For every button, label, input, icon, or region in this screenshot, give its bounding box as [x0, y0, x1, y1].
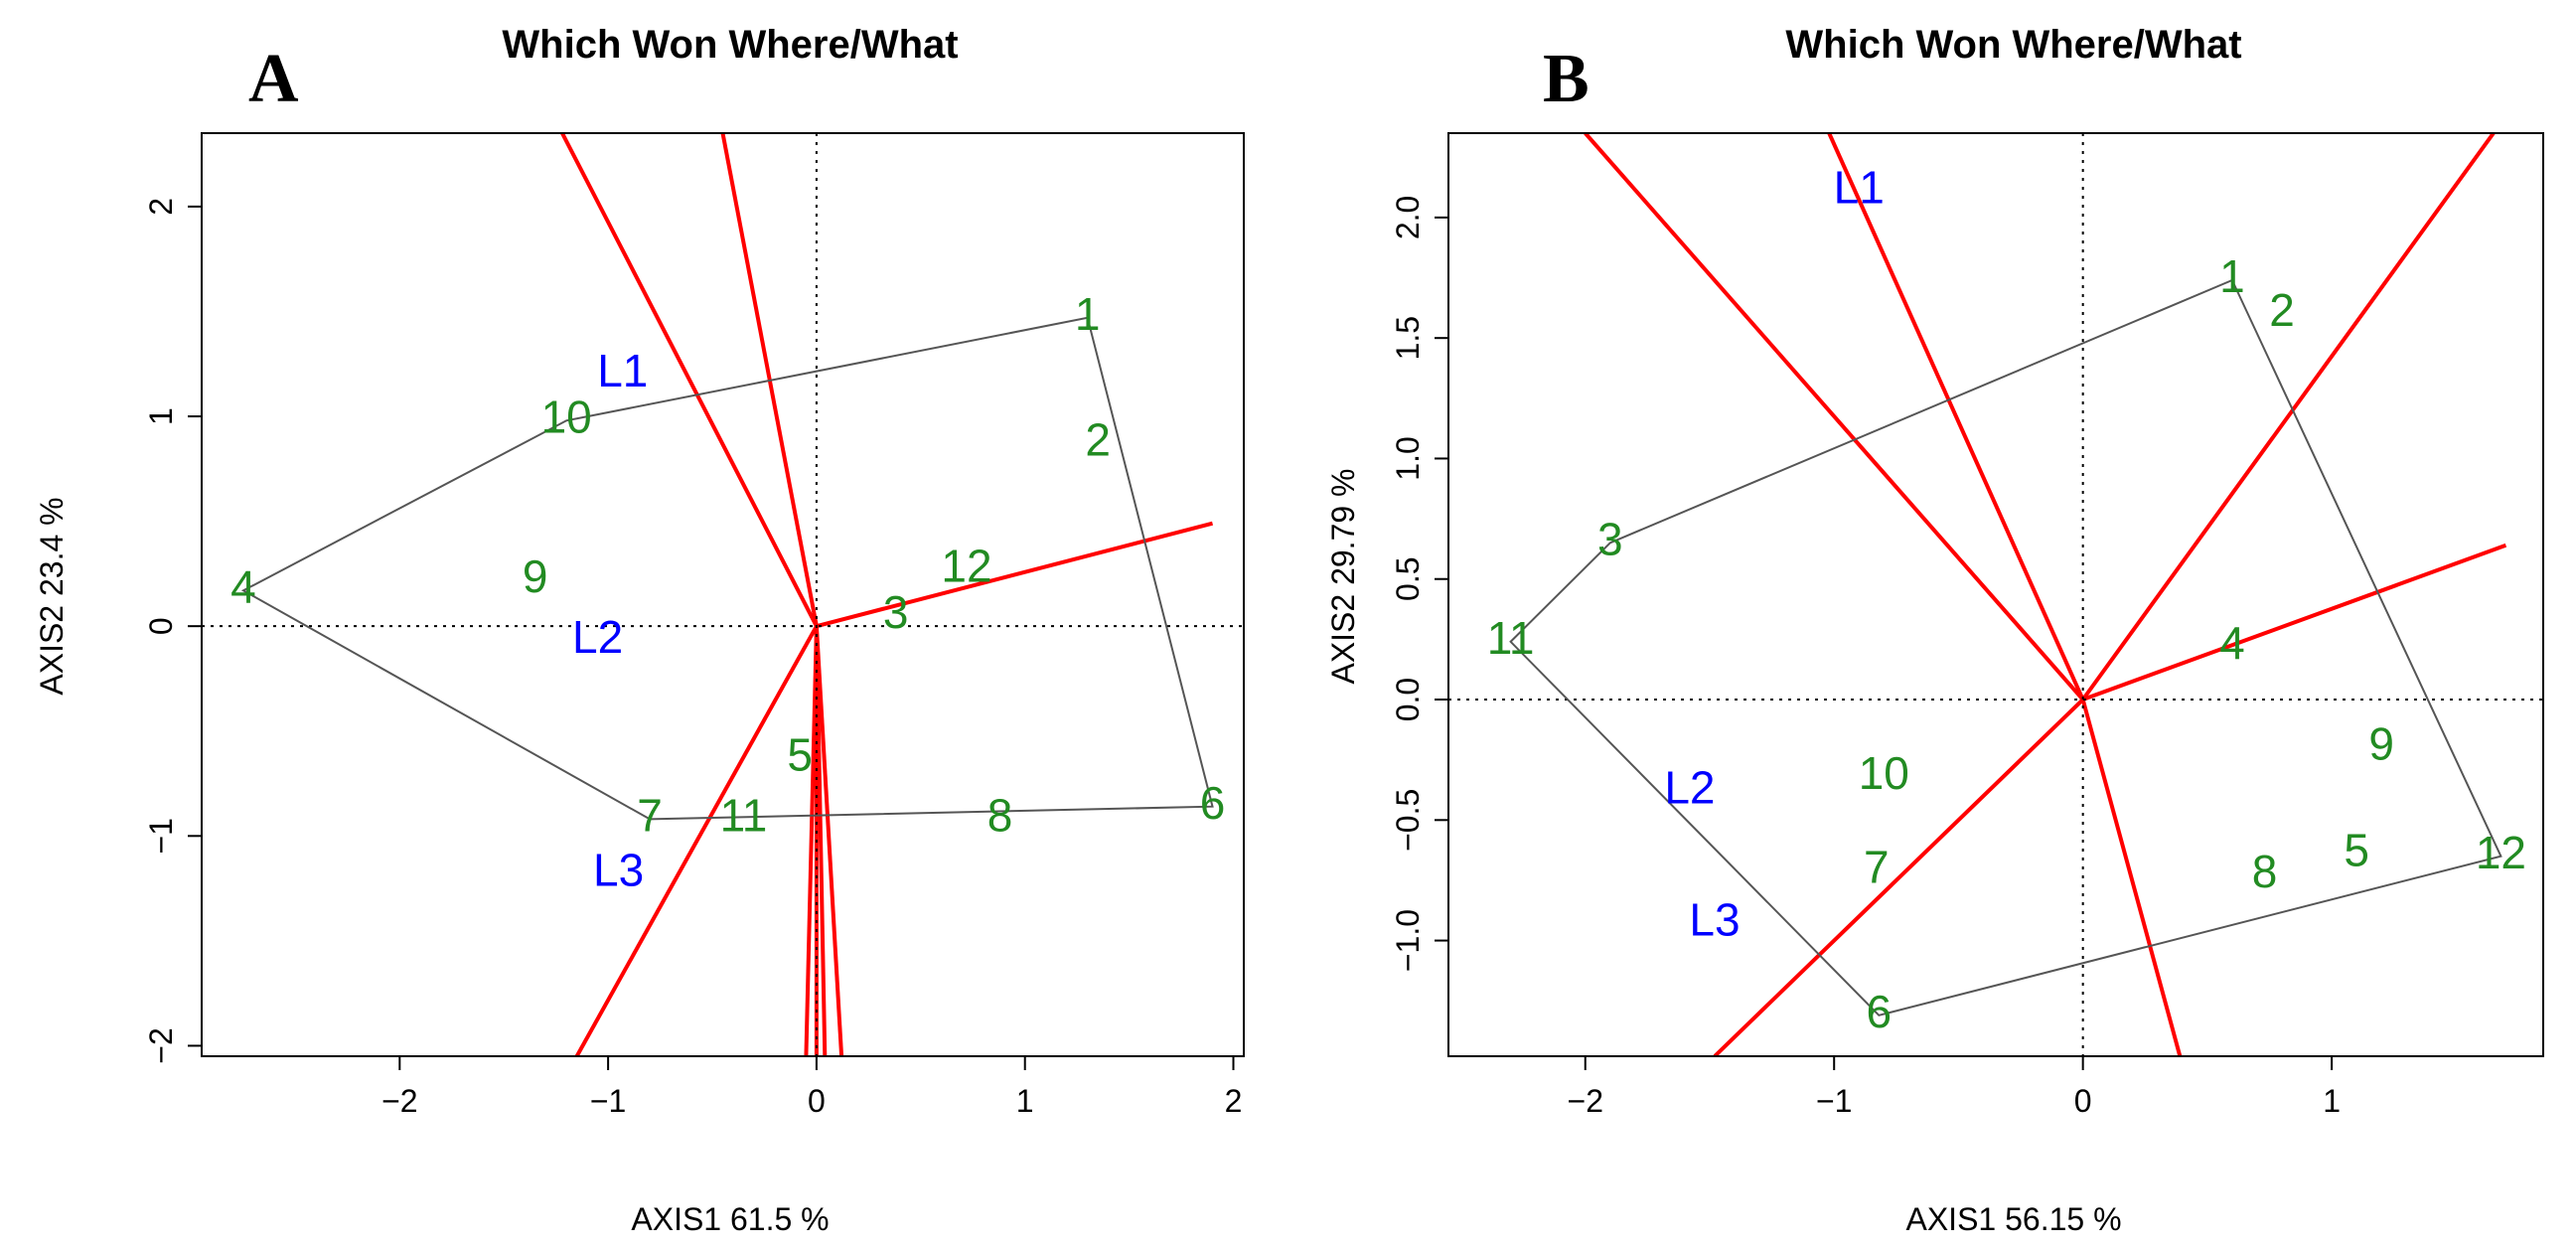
environment-label: L1: [1834, 161, 1885, 213]
y-tick-label: 0.0: [1390, 678, 1426, 721]
genotype-label: 5: [2344, 824, 2369, 875]
genotype-label: 9: [523, 550, 548, 602]
sector-ray: [1713, 698, 2085, 1056]
genotype-label: 3: [1597, 514, 1623, 565]
y-tick-label: −1.0: [1390, 909, 1426, 972]
panel-letter: A: [248, 41, 299, 117]
x-tick-label: 1: [2323, 1083, 2341, 1119]
sector-ray: [816, 521, 1214, 629]
genotype-label: 8: [987, 790, 1013, 842]
y-tick-label: 2: [143, 198, 179, 216]
sector-ray: [814, 626, 828, 1056]
x-tick-label: −2: [1568, 1083, 1603, 1119]
y-axis-label: AXIS2 29.79 %: [1325, 468, 1361, 684]
genotype-label: 4: [2219, 617, 2245, 669]
x-tick-label: 2: [1225, 1083, 1243, 1119]
x-tick-label: 0: [2074, 1083, 2092, 1119]
genotype-label: 12: [2476, 827, 2526, 878]
genotype-label: 11: [1487, 612, 1535, 664]
genotype-label: 1: [1075, 288, 1101, 340]
genotype-label: 7: [1864, 841, 1890, 892]
y-tick-label: 0.5: [1390, 556, 1426, 600]
panel-a-biplot: A Which Won Where/What AXIS1 61.5 % AXIS…: [34, 23, 1245, 1237]
environment-label: L1: [597, 345, 648, 396]
plot-frame: [201, 132, 1245, 1057]
convex-hull: [1509, 278, 2502, 1016]
sector-ray: [1827, 133, 2085, 701]
y-tick-label: 1: [143, 407, 179, 425]
y-tick-label: −2: [143, 1027, 179, 1063]
genotype-label: 2: [2269, 284, 2295, 336]
environment-label: L3: [1689, 894, 1740, 946]
genotype-label: 5: [787, 728, 813, 780]
sector-ray: [2081, 133, 2496, 702]
environment-label: L2: [572, 611, 623, 663]
y-tick-label: −1: [143, 818, 179, 854]
sector-ray: [574, 625, 819, 1056]
genotype-label: 3: [883, 586, 909, 638]
genotype-label: 8: [2252, 846, 2278, 897]
sector-ray: [1584, 133, 2085, 702]
environment-label: L3: [593, 844, 644, 895]
y-tick-label: 1.5: [1390, 316, 1426, 360]
y-tick-label: 1.0: [1390, 436, 1426, 480]
genotype-label: 12: [941, 540, 991, 591]
genotype-label: 2: [1085, 414, 1111, 466]
x-axis-label: AXIS1 61.5 %: [631, 1201, 829, 1237]
convex-hull: [240, 316, 1214, 821]
genotype-label: 7: [637, 790, 663, 842]
genotype-label: 10: [1859, 747, 1909, 799]
sector-ray: [2081, 543, 2507, 702]
y-axis-label: AXIS2 23.4 %: [34, 497, 70, 695]
panel-letter: B: [1543, 41, 1590, 117]
genotype-label: 6: [1200, 777, 1226, 829]
genotype-label: 1: [2219, 250, 2245, 302]
y-tick-label: 2.0: [1390, 196, 1426, 239]
genotype-label: 6: [1866, 986, 1892, 1037]
chart-title: Which Won Where/What: [1785, 23, 2241, 67]
genotype-label: 9: [2368, 718, 2394, 770]
chart-title: Which Won Where/What: [502, 23, 958, 67]
x-tick-label: −1: [1816, 1083, 1852, 1119]
x-tick-label: 1: [1016, 1083, 1034, 1119]
y-tick-label: 0: [143, 617, 179, 635]
environment-label: L2: [1664, 761, 1715, 813]
sector-ray: [560, 133, 819, 628]
sector-ray: [2080, 699, 2183, 1056]
genotype-label: 4: [230, 560, 256, 612]
x-tick-label: −1: [590, 1083, 626, 1119]
sector-ray: [814, 626, 844, 1056]
genotype-label: 10: [541, 391, 592, 442]
plot-frame: [1447, 132, 2544, 1057]
panel-b-biplot: B Which Won Where/What AXIS1 56.15 % AXI…: [1325, 23, 2544, 1237]
x-tick-label: 0: [808, 1083, 826, 1119]
genotype-label: 11: [720, 790, 768, 842]
x-tick-label: −2: [381, 1083, 417, 1119]
x-axis-label: AXIS1 56.15 %: [1905, 1201, 2121, 1237]
y-tick-label: −0.5: [1390, 789, 1426, 852]
